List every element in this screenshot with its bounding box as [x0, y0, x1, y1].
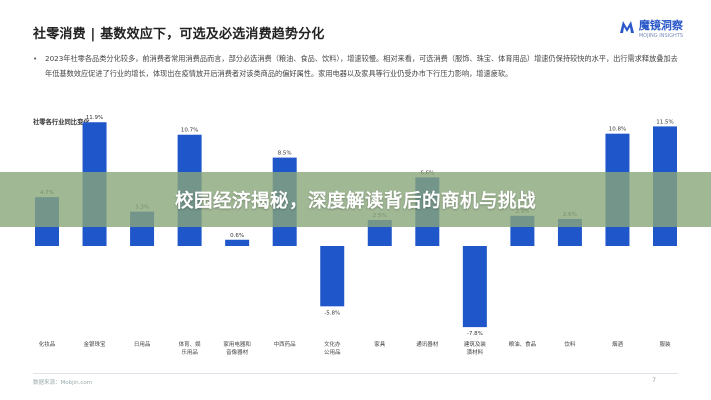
banner-text: 校园经济揭秘，深度解读背后的商机与挑战	[174, 190, 536, 212]
data-label: 11.9%	[86, 115, 103, 121]
category-label: 金银珠宝	[84, 340, 107, 348]
category-label: 家用电器和	[223, 340, 251, 348]
bar	[225, 239, 250, 246]
category-label: 通讯器材	[416, 340, 439, 348]
category-label: 乐用品	[181, 349, 198, 356]
category-label: 文化办	[324, 340, 341, 348]
category-label: 烟酒	[612, 340, 624, 348]
category-label: 体育、娱	[179, 340, 202, 348]
category-label: 日用品	[134, 341, 151, 348]
category-label: 家具	[374, 340, 386, 348]
data-label: 10.7%	[181, 128, 198, 134]
source-note: 数据来源：Mobjin.com	[33, 380, 93, 386]
category-label: 公用品	[324, 349, 341, 356]
category-label: 服装	[659, 340, 671, 348]
bar	[462, 246, 487, 328]
category-label: 音像器材	[226, 348, 249, 356]
category-label: 潢材料	[467, 348, 484, 356]
data-label: -7.8%	[467, 331, 483, 337]
data-label: 0.6%	[230, 233, 244, 239]
footer-divider	[33, 373, 678, 374]
data-label: -5.8%	[324, 310, 340, 316]
slide-title: 社零消费 | 基数效应下，可选及必选消费趋势分化	[33, 27, 325, 42]
bullet-item: 2023年社零各品类分化较多，前消费者常用消费品而言，部分必选消费（粮油、食品、…	[33, 51, 683, 81]
bar	[320, 246, 345, 307]
overlay-banner: 校园经济揭秘，深度解读背后的商机与挑战	[0, 172, 711, 227]
data-label: 11.5%	[656, 119, 673, 125]
brand-logo: 魔镜洞察 MOJING INSIGHTS	[619, 14, 683, 39]
bullet-list: 2023年社零各品类分化较多，前消费者常用消费品而言，部分必选消费（粮油、食品、…	[33, 51, 683, 81]
data-label: 8.5%	[278, 151, 292, 157]
category-label: 中西药品	[274, 340, 297, 348]
page-number: 7	[652, 377, 656, 384]
logo-subtext: MOJING INSIGHTS	[638, 33, 683, 39]
category-label: 建筑及装	[464, 340, 487, 348]
logo-icon	[619, 20, 634, 33]
category-label: 饮料	[564, 340, 576, 348]
logo-text: 魔镜洞察	[638, 19, 683, 32]
data-label: 10.8%	[609, 127, 626, 133]
category-label: 粮油、食品	[509, 340, 537, 348]
chart-title: 社零各行业同比变化	[33, 119, 90, 126]
category-label: 化妆品	[39, 340, 56, 348]
